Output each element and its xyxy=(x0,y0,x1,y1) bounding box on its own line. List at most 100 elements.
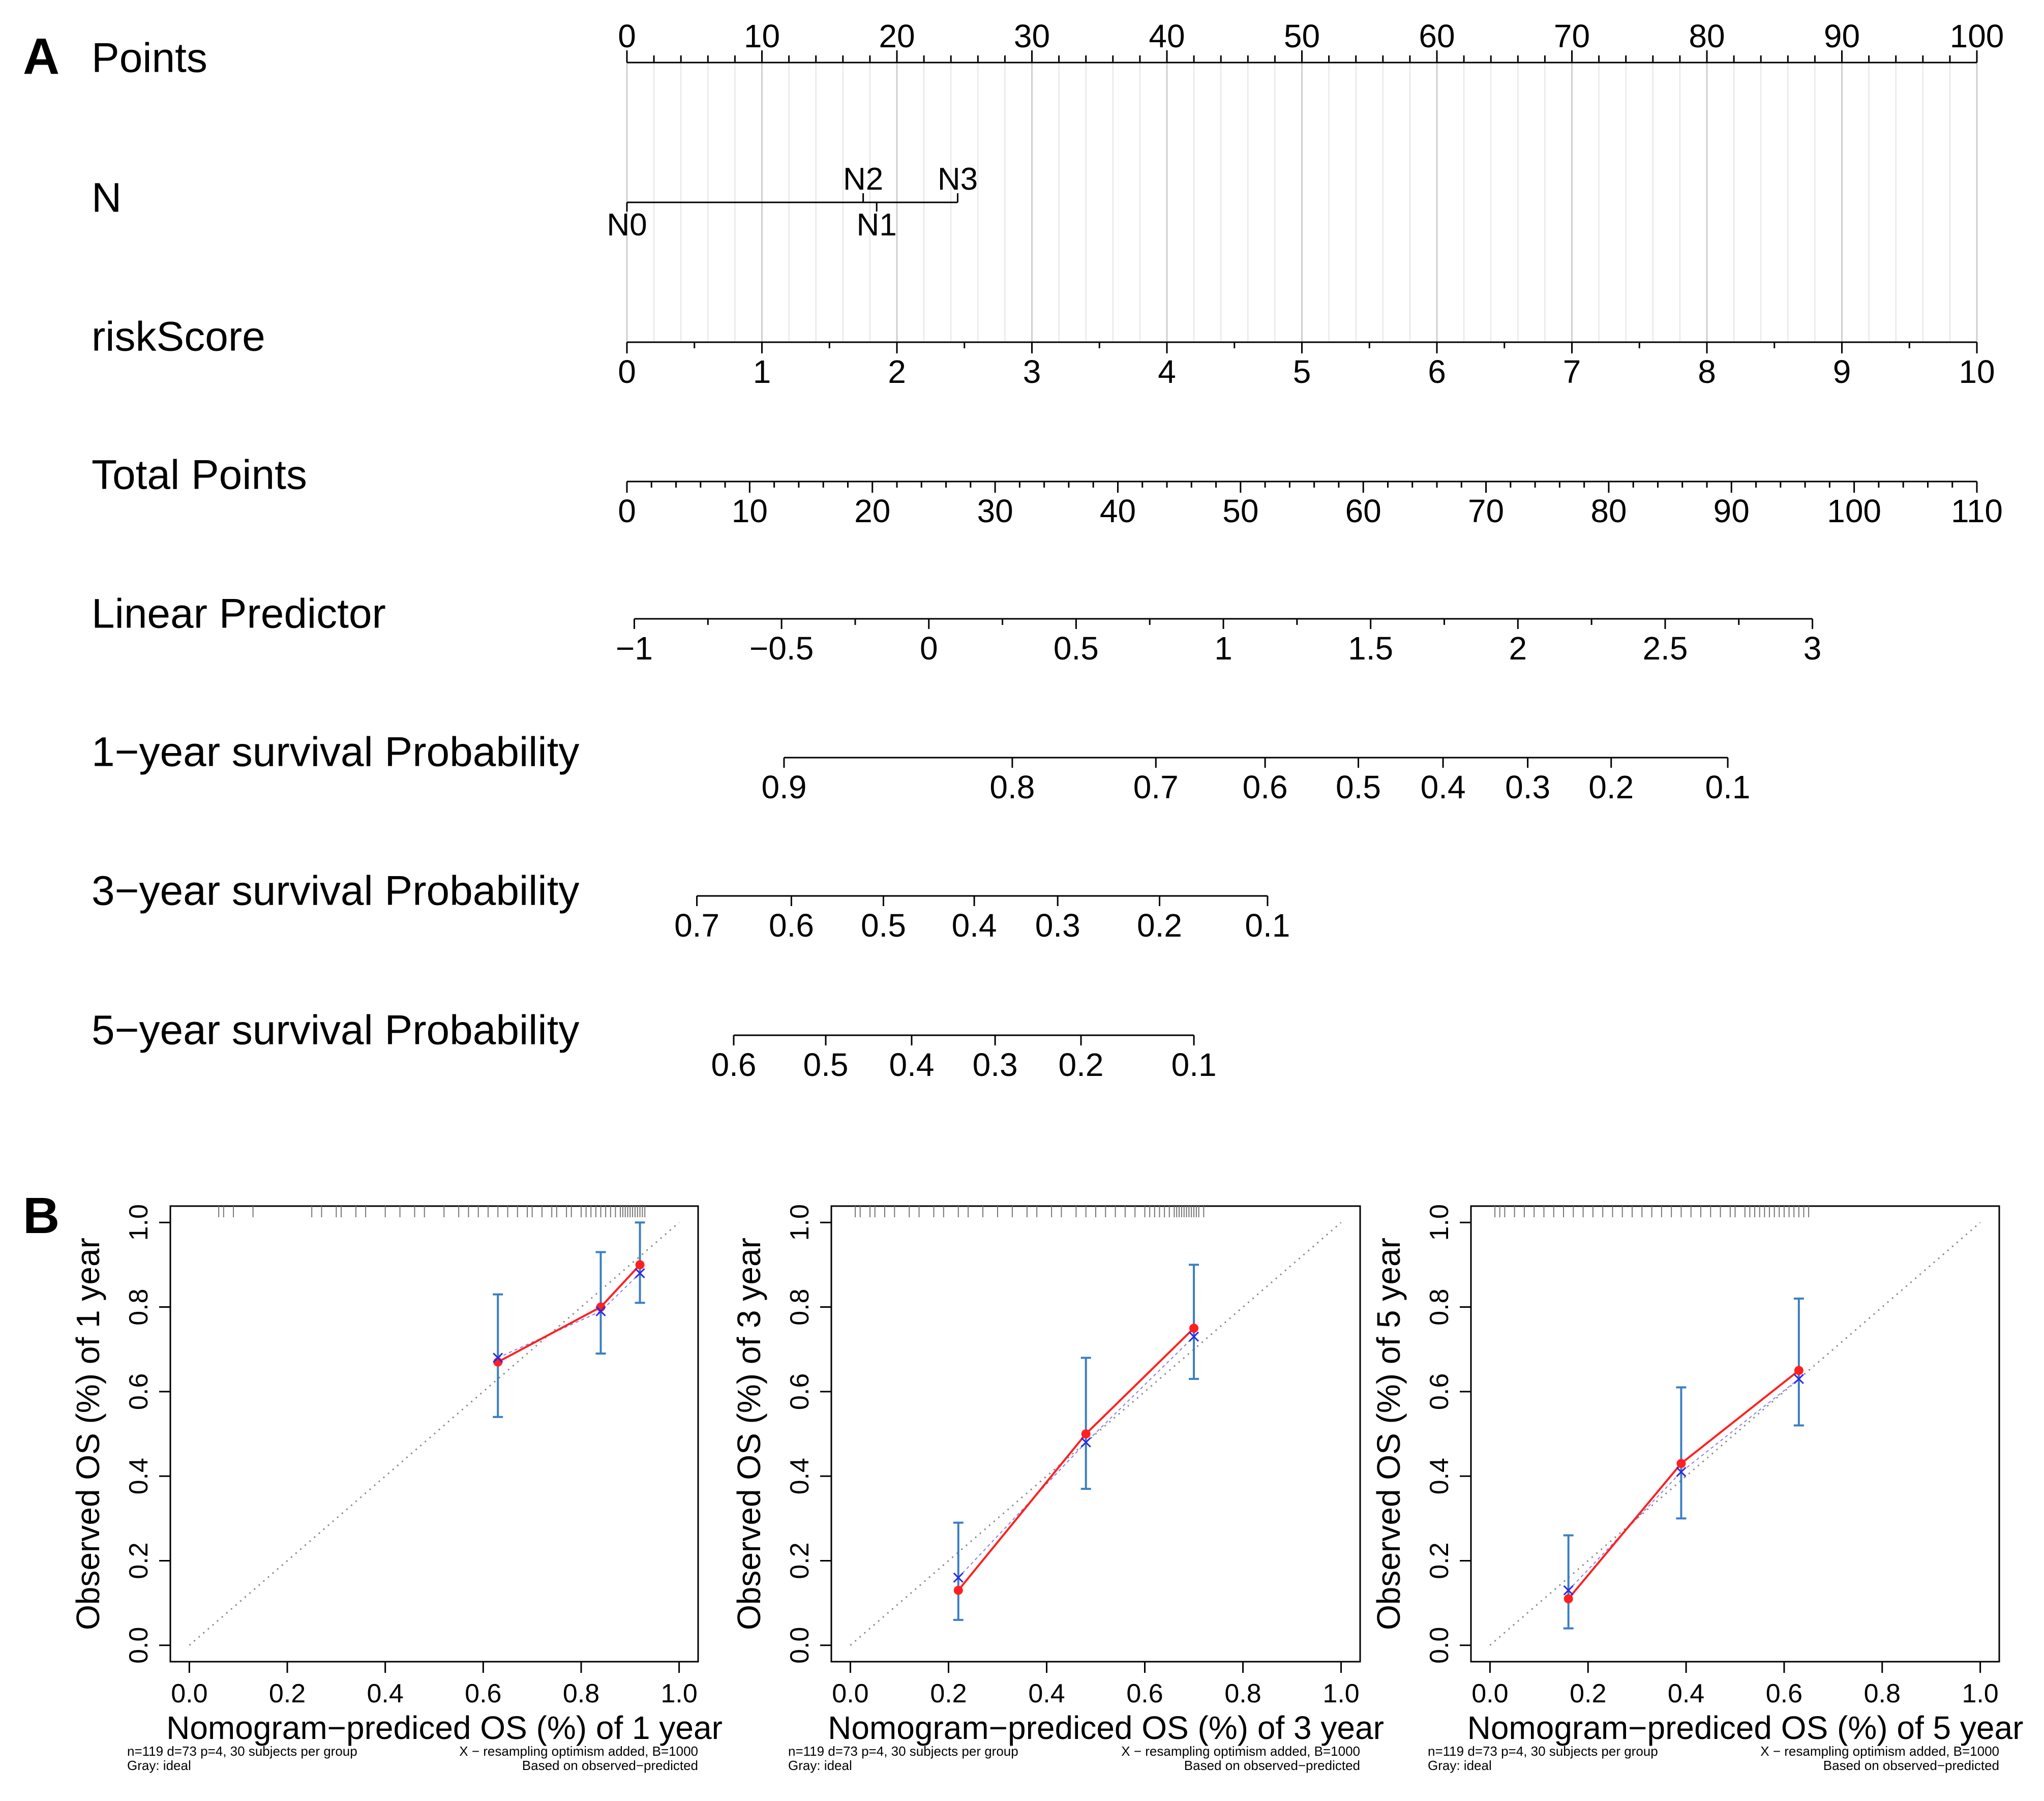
tick-label: 2 xyxy=(1509,630,1527,667)
tick-label: 50 xyxy=(1284,18,1320,54)
bias-corrected-marker xyxy=(1188,1331,1199,1342)
x-tick-label: 1.0 xyxy=(1322,1679,1359,1708)
marker-stroke xyxy=(1676,1466,1687,1477)
tick-label: 0 xyxy=(618,353,636,390)
tick-label: 40 xyxy=(1149,18,1185,54)
tick-label: 8 xyxy=(1698,353,1716,390)
tick-label: 0.3 xyxy=(1505,769,1550,805)
tick-label: 50 xyxy=(1222,493,1258,529)
tick-label: 100 xyxy=(1827,493,1881,529)
y-tick-label: 0.8 xyxy=(785,1288,815,1325)
tick-label: 0.6 xyxy=(1243,769,1288,805)
tick-label: 0.6 xyxy=(769,907,814,944)
tick-label: 110 xyxy=(1951,493,2003,529)
bias-corrected-line xyxy=(497,1273,641,1359)
tick-label: 0.6 xyxy=(711,1046,757,1083)
bias-corrected-line xyxy=(1568,1378,1799,1591)
tick-label: 6 xyxy=(1428,353,1446,390)
marker-stroke xyxy=(1793,1373,1804,1384)
calibration-plot-2: 0.0 0.2 0.4 0.6 0.8 1.00.00.20.40.60.81.0Nomo… xyxy=(731,1204,1384,1773)
tick-label: 30 xyxy=(977,493,1013,529)
y-tick-label: 0.2 xyxy=(785,1542,815,1579)
tick-label: 90 xyxy=(1824,18,1860,54)
footnote-left: n=119 d=73 p=4, 30 subjects per group xyxy=(127,1744,357,1759)
observed-point xyxy=(1794,1366,1803,1375)
tick-label: 7 xyxy=(1563,353,1581,390)
tick-label: 0.4 xyxy=(1421,769,1466,805)
tick-label: 0.3 xyxy=(1035,907,1080,944)
tick-label: 80 xyxy=(1689,18,1725,54)
tick-label: 0 xyxy=(618,493,636,529)
tick-label: 60 xyxy=(1345,493,1381,529)
y-tick-label: 0.6 xyxy=(1425,1373,1454,1410)
calibration-plot-1: 0.0 0.2 0.4 0.6 0.8 1.00.00.20.40.60.81.0Nomo… xyxy=(70,1204,723,1773)
observed-line xyxy=(1568,1369,1800,1600)
tick-label: 0.5 xyxy=(861,907,906,944)
observed-line xyxy=(497,1264,641,1363)
y-axis-title: Observed OS (%) of 3 year xyxy=(731,1238,767,1630)
tick-label: 1 xyxy=(1214,630,1233,667)
observed-point xyxy=(1564,1594,1573,1604)
tick-label: 0.7 xyxy=(674,907,719,944)
row-title: 1−year survival Probability xyxy=(92,729,579,775)
tick-label: 0.1 xyxy=(1171,1046,1217,1083)
footnote-right: X − resampling optimism added, B=1000 xyxy=(1760,1744,1999,1759)
bias-corrected-line xyxy=(958,1336,1194,1578)
category-label: N3 xyxy=(938,162,978,197)
row-title: N xyxy=(92,175,122,221)
tick-label: 20 xyxy=(879,18,915,54)
tick-label: 0.7 xyxy=(1133,769,1179,805)
tick-label: 0 xyxy=(618,18,636,54)
bias-corrected-marker xyxy=(635,1268,645,1279)
x-tick-label: 0.4 xyxy=(1668,1679,1704,1708)
row-title: riskScore xyxy=(92,314,265,360)
row-title: 3−year survival Probability xyxy=(92,868,579,914)
bias-corrected-marker xyxy=(1793,1373,1804,1384)
bias-corrected-marker xyxy=(595,1306,606,1316)
panel-b-label: B xyxy=(23,1187,59,1244)
marker-stroke xyxy=(493,1353,503,1363)
tick-label: 0.9 xyxy=(761,769,806,805)
tick-label: 10 xyxy=(744,18,780,54)
y-tick-label: 0.2 xyxy=(124,1542,154,1579)
footnote-right: Based on observed−predicted xyxy=(1823,1758,1999,1773)
tick-label: 0.5 xyxy=(1336,769,1381,805)
row-title: Total Points xyxy=(92,452,307,498)
x-tick-label: 0.8 xyxy=(1224,1679,1261,1708)
tick-label: −0.5 xyxy=(749,630,814,667)
tick-label: 0.2 xyxy=(1059,1046,1104,1083)
bias-corrected-marker xyxy=(1676,1466,1687,1477)
tick-label: 40 xyxy=(1100,493,1136,529)
nomogram-row-surv1: 1−year survival Probability 0.9 0.8 0.7 0.6 0… xyxy=(92,729,1751,805)
tick-label: 90 xyxy=(1714,493,1750,529)
x-tick-label: 0.4 xyxy=(1028,1679,1065,1708)
y-tick-label: 1.0 xyxy=(785,1204,815,1241)
row-title: Points xyxy=(92,35,207,81)
tick-label: 30 xyxy=(1014,18,1050,54)
observed-line xyxy=(957,1327,1195,1591)
row-title: 5−year survival Probability xyxy=(92,1007,579,1054)
y-tick-label: 0.4 xyxy=(124,1458,154,1494)
x-tick-label: 0.6 xyxy=(1766,1679,1802,1708)
marker-stroke xyxy=(1563,1585,1574,1596)
footnote-left: n=119 d=73 p=4, 30 subjects per group xyxy=(1428,1744,1658,1759)
tick-label: 0.1 xyxy=(1705,769,1751,805)
panel-a-label: A xyxy=(23,28,59,85)
tick-label: 0.4 xyxy=(889,1046,934,1083)
tick-label: 20 xyxy=(854,493,890,529)
bias-corrected-marker xyxy=(953,1572,964,1583)
tick-label: 5 xyxy=(1293,353,1311,390)
ideal-line xyxy=(1489,1222,1981,1646)
nomogram-row-surv5: 5−year survival Probability 0.6 0.5 0.4 0.3 0… xyxy=(92,1007,1217,1083)
tick-label: 2 xyxy=(888,353,906,390)
x-tick-label: 0.0 xyxy=(171,1679,207,1708)
tick-label: −1 xyxy=(616,630,653,667)
footnote-right: Based on observed−predicted xyxy=(522,1758,698,1773)
x-tick-label: 0.2 xyxy=(930,1679,967,1708)
category-label: N2 xyxy=(843,162,883,197)
y-tick-label: 0.0 xyxy=(1425,1627,1454,1664)
observed-point xyxy=(953,1585,963,1595)
tick-label: 100 xyxy=(1950,18,2004,54)
y-tick-label: 0.4 xyxy=(1425,1458,1454,1494)
tick-label: 0.2 xyxy=(1137,907,1182,944)
